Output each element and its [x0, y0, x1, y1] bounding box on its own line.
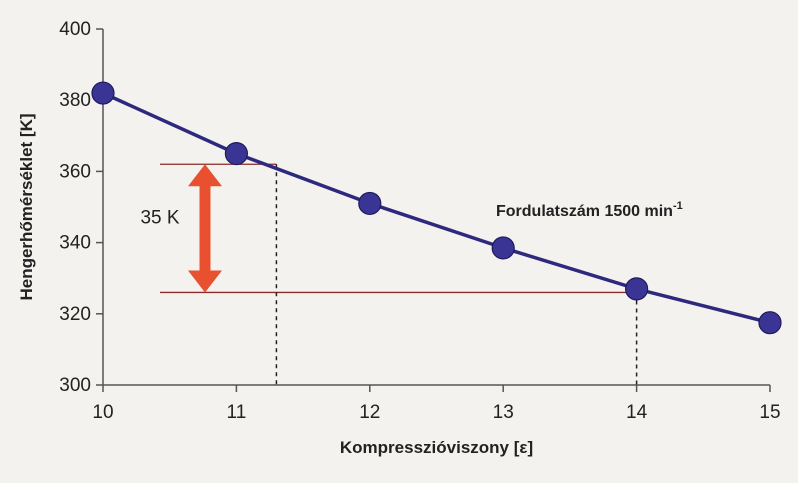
operating-point-text: Fordulatszám 1500 min — [496, 203, 673, 220]
y-tick-label: 360 — [59, 161, 91, 182]
data-point-marker — [758, 311, 782, 335]
y-tick-label: 380 — [59, 90, 91, 111]
data-point-marker — [491, 236, 515, 260]
operating-point-label: Fordulatszám 1500 min-1 — [496, 200, 683, 220]
x-axis-title: Kompresszióviszony [ε] — [340, 438, 533, 457]
y-axis-title: Hengerhőmérséklet [K] — [17, 113, 36, 300]
y-tick-label: 300 — [59, 375, 91, 396]
reference-lines — [160, 163, 638, 385]
x-tick-label: 13 — [493, 402, 514, 423]
series-group — [91, 81, 782, 335]
x-tick-label: 15 — [759, 402, 780, 423]
data-point-marker — [91, 81, 115, 105]
temperature-difference-label: 35 K — [140, 207, 179, 228]
ticks: 300 320 340 360 380 400 10 11 12 13 14 15 — [59, 19, 780, 423]
difference-double-arrow — [188, 164, 222, 293]
data-point-marker — [624, 277, 649, 301]
operating-point-superscript: -1 — [673, 200, 683, 212]
x-tick-label: 10 — [92, 402, 113, 423]
x-tick-label: 12 — [359, 402, 380, 423]
series-line — [102, 91, 771, 325]
y-tick-label: 320 — [59, 304, 91, 325]
data-point-marker — [358, 191, 382, 216]
y-tick-label: 400 — [59, 19, 91, 40]
x-tick-label: 14 — [626, 402, 648, 423]
x-tick-label: 11 — [227, 402, 247, 423]
annotations — [188, 164, 222, 293]
y-tick-label: 340 — [59, 233, 91, 254]
data-point-marker — [224, 142, 248, 166]
